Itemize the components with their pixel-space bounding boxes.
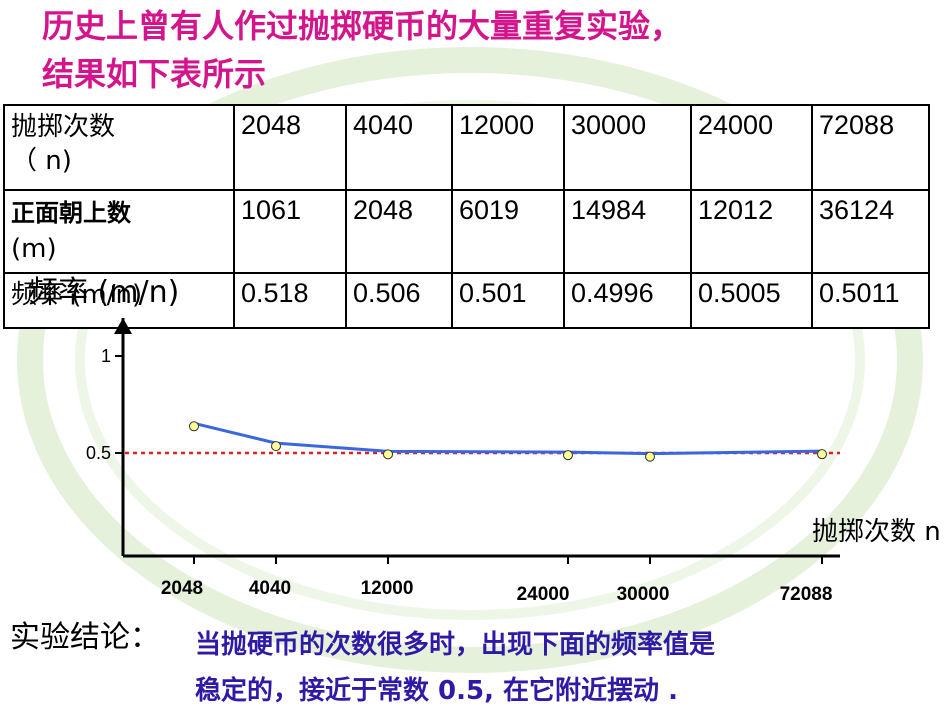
x-tick-label: 24000 bbox=[517, 584, 570, 605]
table-cell: 0.4996 bbox=[563, 272, 692, 329]
data-point bbox=[271, 441, 281, 452]
x-tick-label: 72088 bbox=[780, 584, 833, 605]
table-cell: 14984 bbox=[563, 189, 692, 274]
y-tick-label: 0.5 bbox=[86, 443, 111, 463]
conclusion-label: 实验结论： bbox=[10, 620, 160, 655]
series-line bbox=[193, 421, 823, 456]
y-axis-label: 频率 (m/n) bbox=[28, 275, 179, 310]
table-row-trials: 抛掷次数 （ n) 2048 4040 12000 30000 24000 72… bbox=[3, 104, 930, 191]
data-point bbox=[189, 421, 199, 432]
header-heads-line1: 正面朝上数 bbox=[11, 199, 131, 227]
table-cell: 36124 bbox=[811, 189, 930, 274]
conclusion-line-2: 稳定的，接近于常数 0.5, 在它附近摆动 . bbox=[195, 676, 678, 706]
table-cell: 0.506 bbox=[345, 272, 453, 329]
data-point bbox=[563, 450, 573, 461]
table-cell: 6019 bbox=[451, 189, 565, 274]
title-line-2: 结果如下表所示 bbox=[42, 55, 267, 93]
x-tick-label: 12000 bbox=[361, 578, 414, 599]
x-axis-label: 抛掷次数 n bbox=[812, 517, 941, 547]
table-cell: 1061 bbox=[233, 189, 347, 274]
y-axis-arrow bbox=[114, 318, 132, 334]
table-cell: 24000 bbox=[690, 104, 813, 191]
table-cell: 30000 bbox=[563, 104, 692, 191]
results-table: 抛掷次数 （ n) 2048 4040 12000 30000 24000 72… bbox=[3, 104, 930, 329]
header-heads-line2: (m) bbox=[11, 234, 57, 264]
table-row-heads: 正面朝上数 (m) 1061 2048 6019 14984 12012 361… bbox=[3, 189, 930, 274]
table-cell: 12000 bbox=[451, 104, 565, 191]
header-trials-line1: 抛掷次数 bbox=[11, 112, 116, 142]
table-cell: 0.501 bbox=[451, 272, 565, 329]
table-row-frequency: 频率 (m/n) 0.518 0.506 0.501 0.4996 0.5005… bbox=[3, 272, 930, 329]
table-cell: 2048 bbox=[345, 189, 453, 274]
data-point bbox=[817, 449, 827, 460]
table-cell: 0.5011 bbox=[811, 272, 930, 329]
conclusion-line-1: 当抛硬币的次数很多时，出现下面的频率值是 bbox=[195, 630, 716, 660]
x-tick-label: 30000 bbox=[617, 584, 670, 605]
header-trials: 抛掷次数 （ n) bbox=[3, 104, 235, 191]
y-tick-label: 1 bbox=[101, 346, 111, 366]
x-tick-label: 2048 bbox=[161, 578, 203, 599]
slide-title: 历史上曾有人作过抛掷硬币的大量重复实验， 结果如下表所示 bbox=[42, 2, 942, 98]
table-cell: 0.518 bbox=[233, 272, 347, 329]
data-point bbox=[645, 451, 655, 462]
title-line-1: 历史上曾有人作过抛掷硬币的大量重复实验， bbox=[42, 7, 683, 45]
table-cell: 0.5005 bbox=[690, 272, 813, 329]
data-point bbox=[383, 449, 393, 460]
header-trials-line2: （ n) bbox=[11, 146, 72, 176]
table-cell: 4040 bbox=[345, 104, 453, 191]
table-cell: 2048 bbox=[233, 104, 347, 191]
x-tick-label: 4040 bbox=[249, 578, 291, 599]
table-cell: 12012 bbox=[690, 189, 813, 274]
conclusion-text: 当抛硬币的次数很多时，出现下面的频率值是 稳定的，接近于常数 0.5, 在它附近… bbox=[195, 622, 935, 714]
table-cell: 72088 bbox=[811, 104, 930, 191]
header-heads: 正面朝上数 (m) bbox=[3, 189, 235, 274]
